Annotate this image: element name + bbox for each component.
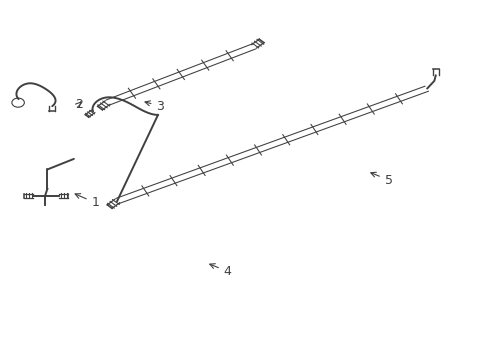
Text: 4: 4 <box>209 264 231 278</box>
Text: 2: 2 <box>75 98 82 111</box>
Text: 3: 3 <box>145 100 164 113</box>
Text: 1: 1 <box>75 194 99 210</box>
Text: 5: 5 <box>370 172 392 186</box>
